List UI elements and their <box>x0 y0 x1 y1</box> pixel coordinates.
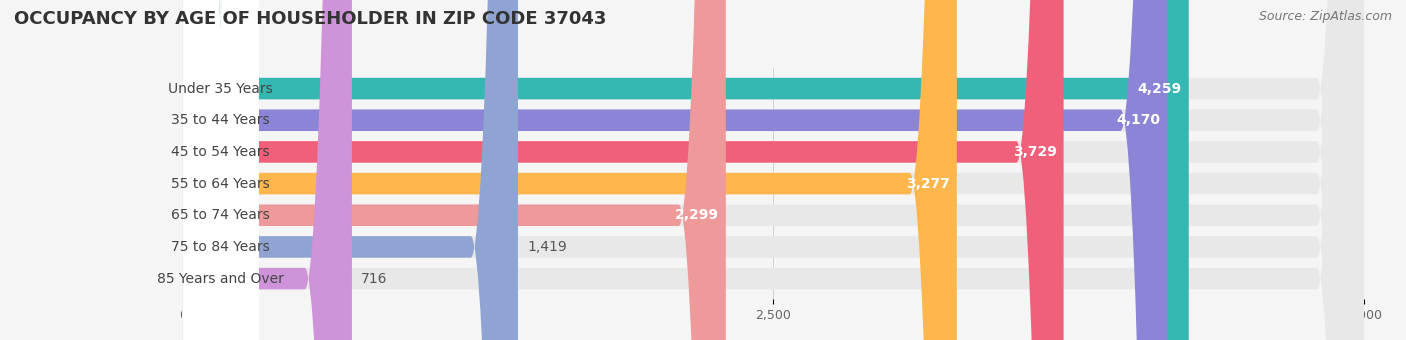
FancyBboxPatch shape <box>183 0 1364 340</box>
Text: 716: 716 <box>361 272 388 286</box>
FancyBboxPatch shape <box>183 0 517 340</box>
FancyBboxPatch shape <box>183 0 1364 340</box>
FancyBboxPatch shape <box>183 0 725 340</box>
Text: 3,729: 3,729 <box>1012 145 1056 159</box>
FancyBboxPatch shape <box>183 0 259 340</box>
FancyBboxPatch shape <box>183 0 259 340</box>
FancyBboxPatch shape <box>183 0 1168 340</box>
FancyBboxPatch shape <box>183 0 259 340</box>
Text: 85 Years and Over: 85 Years and Over <box>157 272 284 286</box>
FancyBboxPatch shape <box>183 0 352 340</box>
FancyBboxPatch shape <box>183 0 1364 340</box>
Text: Under 35 Years: Under 35 Years <box>169 82 273 96</box>
Text: 3,277: 3,277 <box>905 176 949 191</box>
FancyBboxPatch shape <box>183 0 259 340</box>
FancyBboxPatch shape <box>183 0 259 340</box>
Text: OCCUPANCY BY AGE OF HOUSEHOLDER IN ZIP CODE 37043: OCCUPANCY BY AGE OF HOUSEHOLDER IN ZIP C… <box>14 10 606 28</box>
Text: 2,299: 2,299 <box>675 208 718 222</box>
FancyBboxPatch shape <box>183 0 1364 340</box>
FancyBboxPatch shape <box>183 0 957 340</box>
FancyBboxPatch shape <box>183 0 1063 340</box>
FancyBboxPatch shape <box>183 0 1189 340</box>
Text: 4,170: 4,170 <box>1116 113 1161 127</box>
Text: 75 to 84 Years: 75 to 84 Years <box>172 240 270 254</box>
FancyBboxPatch shape <box>183 0 1364 340</box>
FancyBboxPatch shape <box>183 0 1364 340</box>
Text: 4,259: 4,259 <box>1137 82 1181 96</box>
Text: 45 to 54 Years: 45 to 54 Years <box>172 145 270 159</box>
Text: Source: ZipAtlas.com: Source: ZipAtlas.com <box>1258 10 1392 23</box>
FancyBboxPatch shape <box>183 0 259 340</box>
FancyBboxPatch shape <box>183 0 259 340</box>
Text: 1,419: 1,419 <box>527 240 567 254</box>
Text: 65 to 74 Years: 65 to 74 Years <box>172 208 270 222</box>
Text: 55 to 64 Years: 55 to 64 Years <box>172 176 270 191</box>
Text: 35 to 44 Years: 35 to 44 Years <box>172 113 270 127</box>
FancyBboxPatch shape <box>183 0 1364 340</box>
